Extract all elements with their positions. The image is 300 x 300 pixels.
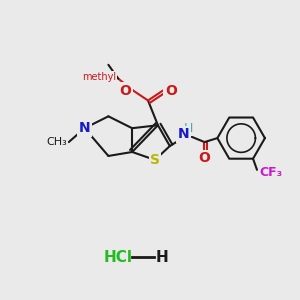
Text: CH₃: CH₃ bbox=[46, 137, 67, 147]
Text: O: O bbox=[119, 84, 131, 98]
Text: H: H bbox=[155, 250, 168, 265]
Text: N: N bbox=[178, 127, 190, 141]
Text: O: O bbox=[165, 84, 177, 98]
Text: CF₃: CF₃ bbox=[259, 166, 282, 179]
Text: S: S bbox=[150, 153, 160, 167]
Text: N: N bbox=[79, 121, 90, 135]
Text: H: H bbox=[184, 122, 193, 135]
Text: O: O bbox=[199, 151, 210, 165]
Text: methyl: methyl bbox=[82, 72, 116, 82]
Text: HCl: HCl bbox=[104, 250, 133, 265]
